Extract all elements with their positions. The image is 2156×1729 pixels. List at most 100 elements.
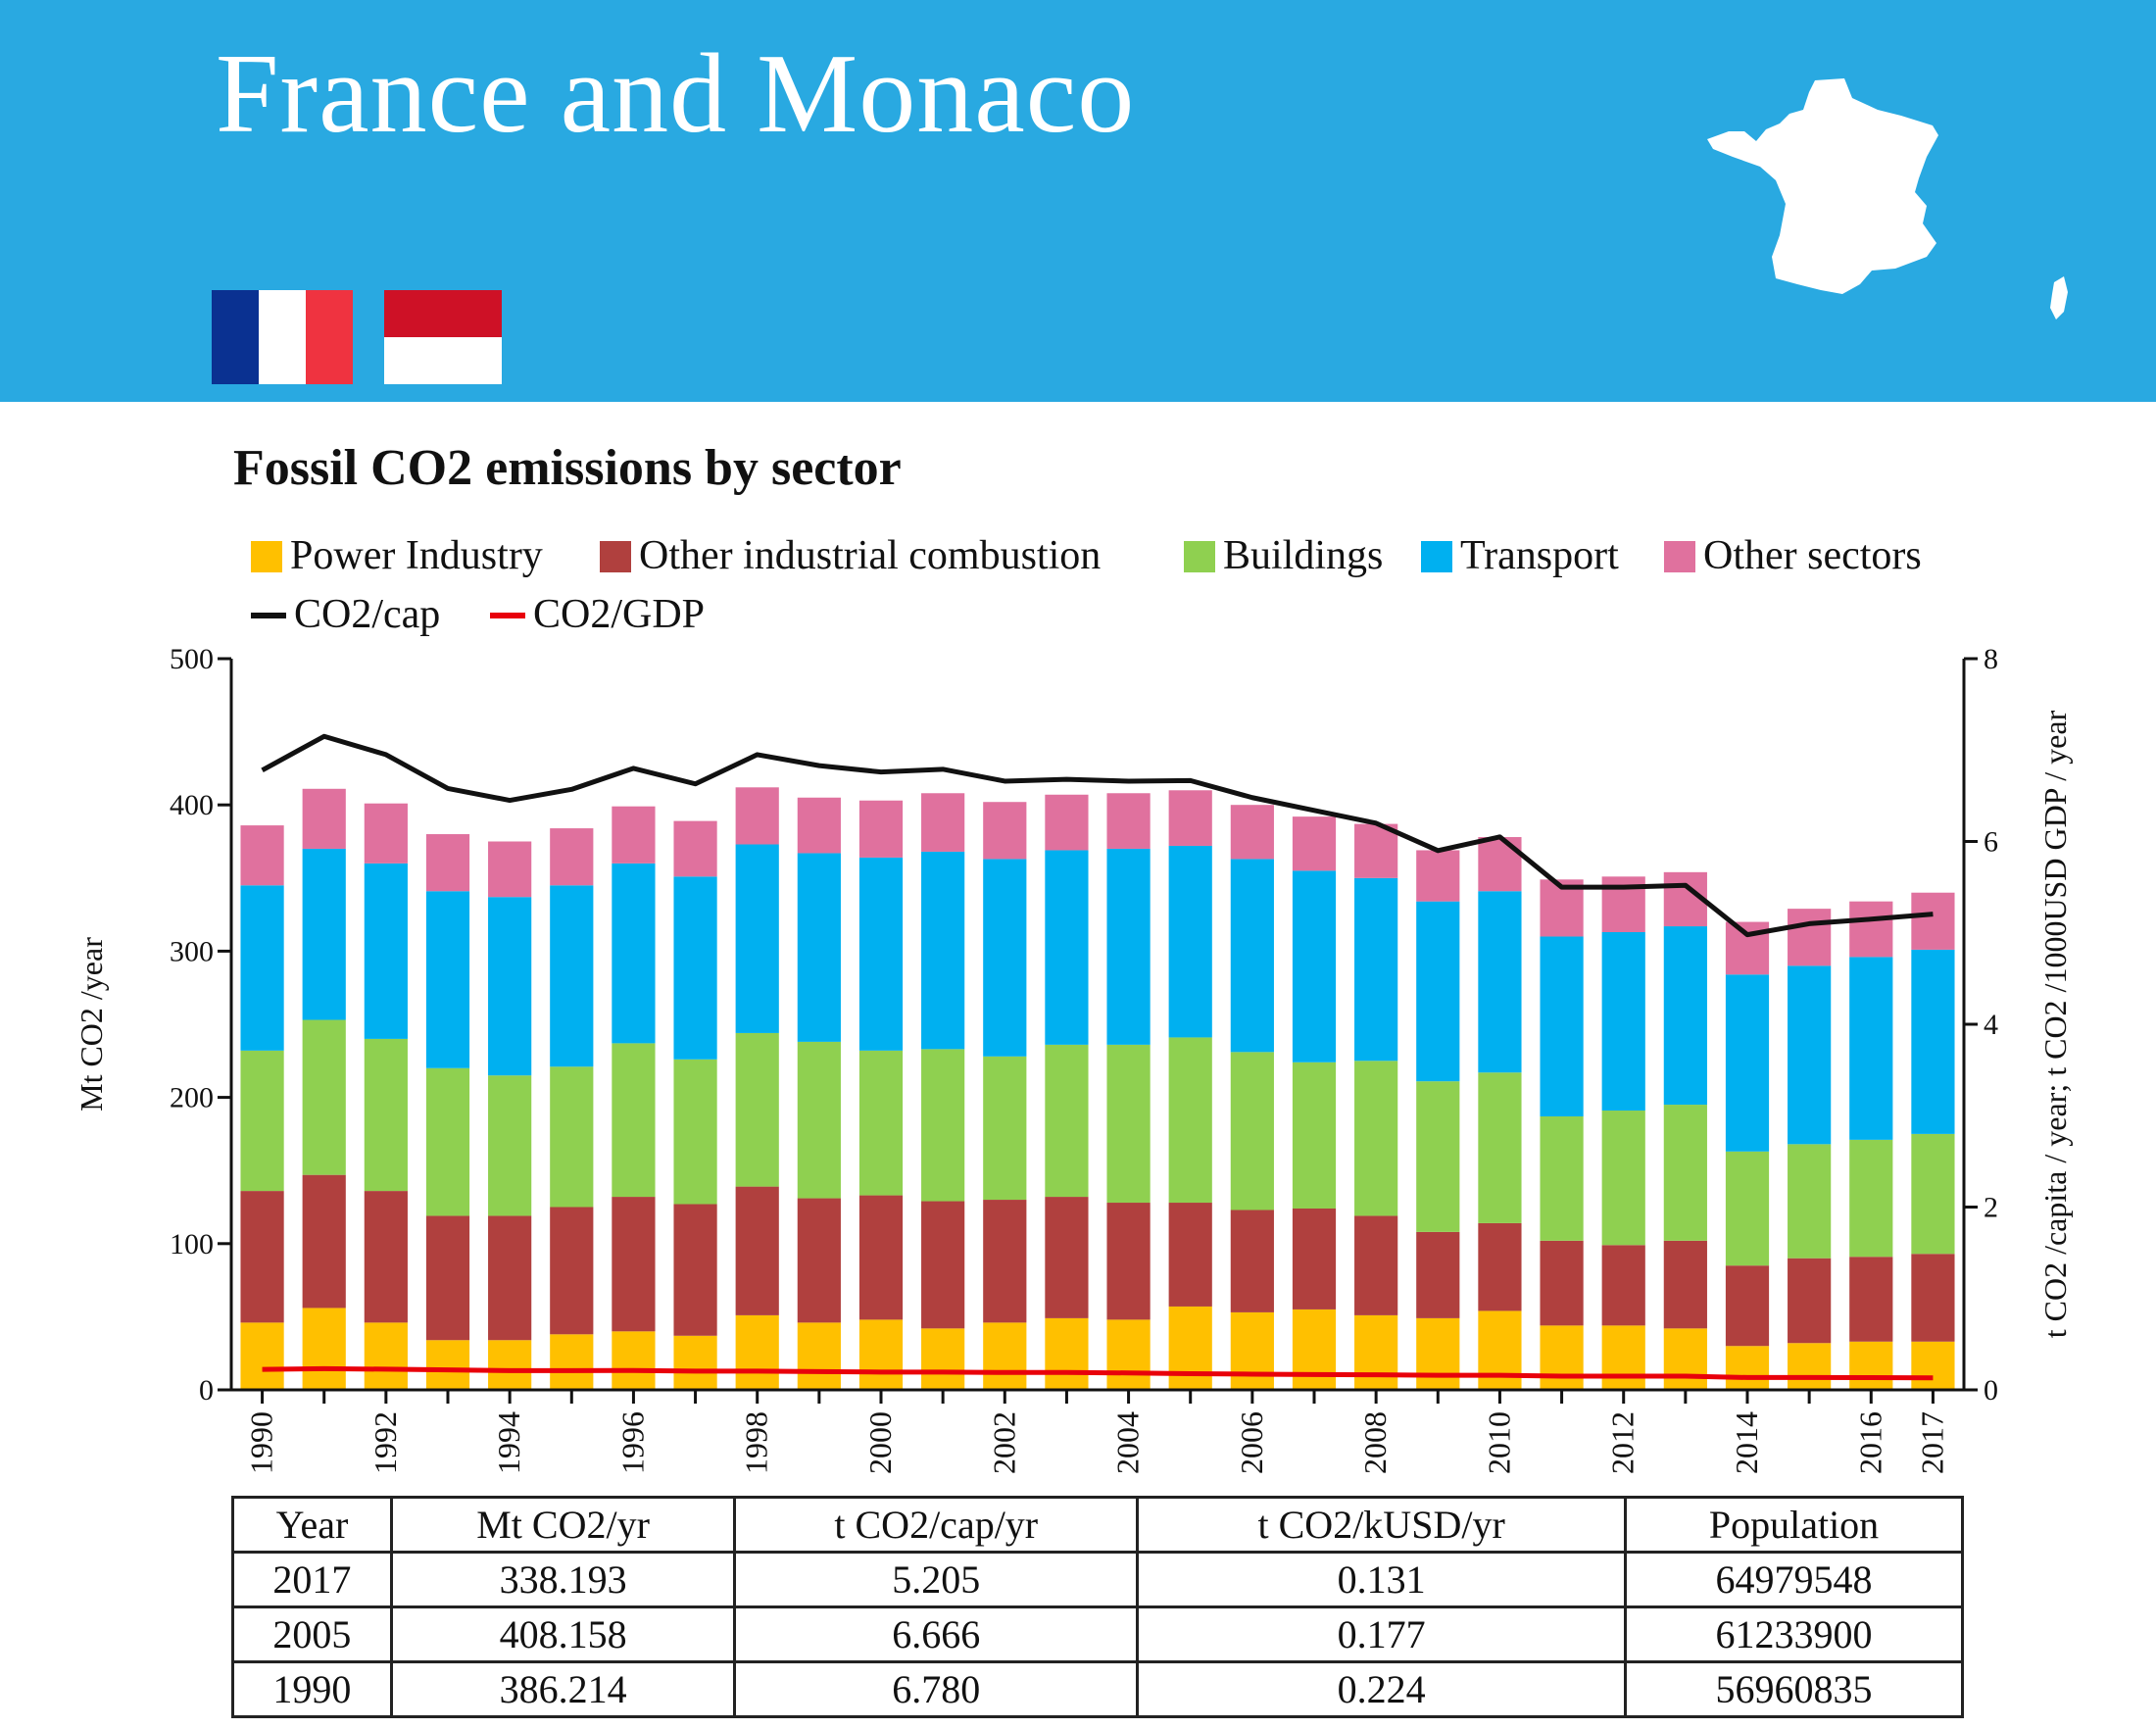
bar-1998-2 [735, 1032, 779, 1187]
bar-2011-0 [1540, 1325, 1584, 1390]
bar-2002-0 [983, 1322, 1027, 1390]
x-tick-label-2002: 2002 [986, 1411, 1021, 1474]
x-tick-label-1990: 1990 [244, 1411, 279, 1474]
bar-2016-0 [1849, 1341, 1893, 1390]
y-tick-label-2: 200 [170, 1082, 214, 1114]
monaco-flag-red [384, 290, 502, 337]
monaco-flag [384, 290, 502, 384]
bar-2006-4 [1230, 805, 1274, 860]
bar-2000-4 [858, 800, 904, 858]
bar-1996-4 [612, 806, 656, 864]
y2-tick-label-2: 4 [1984, 1009, 1998, 1041]
bar-2016-4 [1849, 901, 1893, 958]
bar-2004-4 [1106, 793, 1151, 849]
y-tick-label-1: 100 [170, 1228, 214, 1260]
x-tick-label-1992: 1992 [368, 1411, 403, 1474]
bar-2004-3 [1106, 848, 1151, 1045]
x-tick-label-2012: 2012 [1605, 1411, 1641, 1474]
x-tick-label-1994: 1994 [491, 1411, 526, 1474]
bar-2009-2 [1416, 1081, 1460, 1232]
bar-2012-1 [1601, 1245, 1645, 1326]
x-tick-label-2008: 2008 [1357, 1411, 1393, 1474]
bar-2002-2 [983, 1056, 1027, 1201]
france-flag [212, 290, 353, 384]
bar-2016-1 [1849, 1257, 1893, 1342]
legend-swatch-0 [251, 541, 282, 572]
bar-1995-4 [550, 828, 594, 886]
bar-2014-2 [1725, 1151, 1770, 1266]
y2-tick-label-3: 6 [1984, 826, 1998, 859]
bar-2005-4 [1168, 790, 1212, 846]
table-cell: 386.214 [389, 1660, 737, 1718]
bar-2006-2 [1230, 1052, 1274, 1210]
table-cell: 5.205 [733, 1551, 1140, 1608]
x-tick-label-1998: 1998 [739, 1411, 774, 1474]
x-tick-label-1996: 1996 [614, 1411, 650, 1474]
bar-2008-3 [1354, 877, 1398, 1062]
table-cell: 0.131 [1136, 1551, 1628, 1608]
y-tick-label-5: 500 [170, 643, 214, 675]
table-cell: 1990 [231, 1660, 393, 1718]
y2-tick-label-0: 0 [1984, 1374, 1998, 1407]
bar-2003-4 [1045, 794, 1089, 851]
bar-1998-4 [735, 787, 779, 845]
bar-1997-2 [673, 1059, 717, 1205]
table-cell: 6.666 [733, 1606, 1140, 1663]
bars-group [240, 787, 1955, 1390]
bar-2001-1 [921, 1201, 965, 1329]
bar-2015-0 [1788, 1343, 1832, 1390]
france-flag-blue [212, 290, 259, 384]
bar-1993-2 [425, 1067, 470, 1216]
bar-2005-3 [1168, 845, 1212, 1038]
legend-label-2: Buildings [1223, 533, 1383, 578]
bar-2005-0 [1168, 1306, 1212, 1390]
bar-2002-1 [983, 1200, 1027, 1323]
x-tick-label-2014: 2014 [1729, 1411, 1764, 1474]
bar-2000-2 [858, 1050, 904, 1196]
bar-2011-3 [1540, 936, 1584, 1116]
bar-1996-2 [612, 1043, 656, 1198]
bar-2006-0 [1230, 1311, 1274, 1390]
bar-2015-3 [1788, 965, 1832, 1145]
bar-1999-2 [797, 1041, 841, 1199]
table-cell: 338.193 [389, 1551, 737, 1608]
bar-2005-1 [1168, 1203, 1212, 1307]
bar-2004-2 [1106, 1044, 1151, 1204]
bar-2013-0 [1663, 1328, 1707, 1390]
bar-1990-3 [240, 885, 284, 1051]
x-tick-label-2017: 2017 [1914, 1411, 1949, 1474]
bar-1999-0 [797, 1322, 841, 1390]
bar-1996-0 [612, 1331, 656, 1390]
table-header-gdp: t CO2/kUSD/yr [1136, 1496, 1628, 1554]
y-tick-label-3: 300 [170, 935, 214, 967]
table-cell: 56960835 [1624, 1660, 1964, 1718]
x-tick-label-2016: 2016 [1852, 1411, 1887, 1474]
legend-line-label-0: CO2/cap [294, 592, 440, 637]
table-header-cap: t CO2/cap/yr [733, 1496, 1140, 1554]
bar-2015-1 [1788, 1258, 1832, 1344]
bar-2014-3 [1725, 974, 1770, 1152]
bar-1999-4 [797, 797, 841, 854]
bar-2000-3 [858, 857, 904, 1051]
bar-2011-1 [1540, 1240, 1584, 1326]
bar-2000-0 [858, 1319, 904, 1390]
bar-2015-2 [1788, 1144, 1832, 1259]
bar-1997-0 [673, 1335, 717, 1390]
bar-1990-4 [240, 825, 284, 886]
table-row: 1990 386.214 6.780 0.224 56960835 [231, 1660, 1964, 1718]
bar-2014-0 [1725, 1346, 1770, 1390]
emissions-chart: Power Industry Other industrial combustio… [74, 533, 2073, 1474]
bar-1995-0 [550, 1334, 594, 1390]
table-cell: 2017 [231, 1551, 393, 1608]
bar-2000-1 [858, 1195, 904, 1320]
bar-2007-1 [1292, 1208, 1337, 1309]
table-cell: 0.177 [1136, 1606, 1628, 1663]
x-tick-label-2010: 2010 [1481, 1411, 1516, 1474]
bar-1993-3 [425, 891, 470, 1068]
chart-title: Fossil CO2 emissions by sector [233, 439, 902, 497]
bar-2008-4 [1354, 823, 1398, 878]
y2-tick-label-1: 2 [1984, 1192, 1998, 1224]
bar-2010-0 [1478, 1310, 1522, 1390]
bar-1991-0 [302, 1308, 346, 1390]
legend-label-1: Other industrial combustion [639, 533, 1101, 578]
